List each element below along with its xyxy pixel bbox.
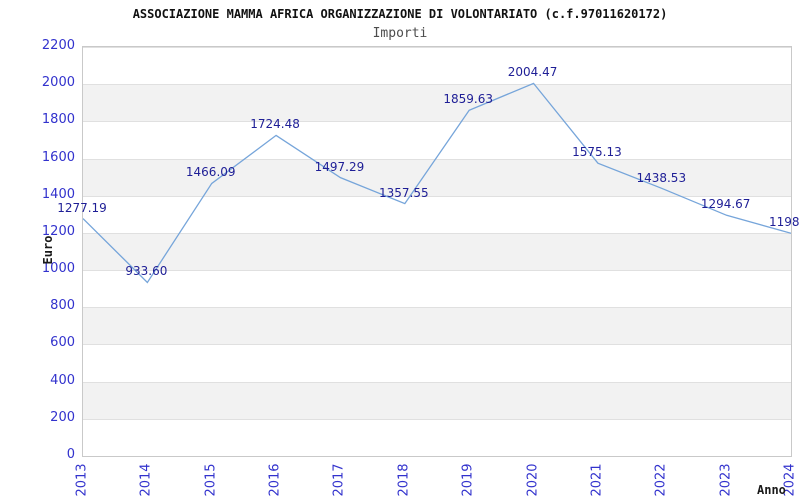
point-label: 1277.19 — [57, 200, 107, 215]
gridline — [83, 418, 791, 420]
y-tick-label: 1600 — [41, 149, 75, 165]
gridline — [83, 307, 791, 309]
point-label: 1724.48 — [250, 117, 300, 132]
y-tick-label: 1000 — [41, 261, 75, 277]
y-tick-label: 800 — [50, 298, 75, 314]
point-label: 1859.63 — [443, 92, 493, 107]
y-tick-label: 200 — [50, 409, 75, 425]
point-label: 1198.1 — [769, 215, 800, 230]
point-label: 933.60 — [125, 264, 168, 279]
gridline — [83, 158, 791, 160]
x-tick-label: 2016 — [267, 463, 283, 497]
point-label: 1466.09 — [185, 165, 236, 180]
point-label: 2004.47 — [507, 65, 558, 80]
x-tick-label: 2022 — [653, 463, 669, 497]
plot-band — [83, 381, 791, 419]
y-tick-label: 600 — [50, 335, 75, 351]
gridline — [83, 456, 791, 457]
x-axis-title: Anno — [757, 483, 786, 497]
x-tick-label: 2013 — [74, 463, 90, 497]
y-tick-label: 1200 — [41, 223, 75, 239]
x-tick-label: 2019 — [460, 463, 476, 497]
x-tick-label: 2021 — [589, 463, 605, 497]
gridline — [83, 232, 791, 234]
y-tick-label: 1400 — [41, 186, 75, 202]
x-tick-label: 2018 — [396, 463, 412, 497]
plot-band — [83, 307, 791, 345]
point-label: 1575.13 — [572, 145, 622, 160]
gridline — [83, 344, 791, 346]
y-axis-title: Euro — [41, 235, 55, 265]
x-tick-label: 2017 — [331, 463, 347, 497]
chart-subtitle: Importi — [372, 26, 428, 41]
gridline — [83, 121, 791, 123]
gridline — [83, 381, 791, 383]
data-line — [83, 82, 791, 284]
line-series-svg — [83, 82, 791, 284]
gridline — [83, 84, 791, 86]
point-label: 1497.29 — [314, 159, 365, 174]
x-tick-label: 2015 — [203, 463, 219, 497]
y-tick-label: 1800 — [41, 112, 75, 128]
chart-title: ASSOCIAZIONE MAMMA AFRICA ORGANIZZAZIONE… — [132, 7, 668, 21]
point-label: 1438.53 — [636, 170, 687, 185]
x-tick-label: 2023 — [718, 463, 734, 497]
x-tick-label: 2020 — [525, 463, 541, 497]
point-label: 1357.55 — [379, 185, 429, 200]
x-tick-label: 2014 — [138, 463, 154, 497]
gridline — [83, 270, 791, 272]
y-tick-label: 400 — [50, 372, 75, 388]
gridline — [83, 47, 791, 48]
plot-area — [82, 46, 792, 457]
y-tick-label: 2000 — [41, 75, 75, 91]
plot-band — [83, 232, 791, 271]
y-tick-label: 0 — [66, 447, 75, 462]
gridline — [83, 195, 791, 197]
plot-band — [83, 158, 791, 196]
point-label: 1294.67 — [700, 197, 751, 212]
plot-band — [83, 84, 791, 122]
y-tick-label: 2200 — [41, 38, 75, 53]
